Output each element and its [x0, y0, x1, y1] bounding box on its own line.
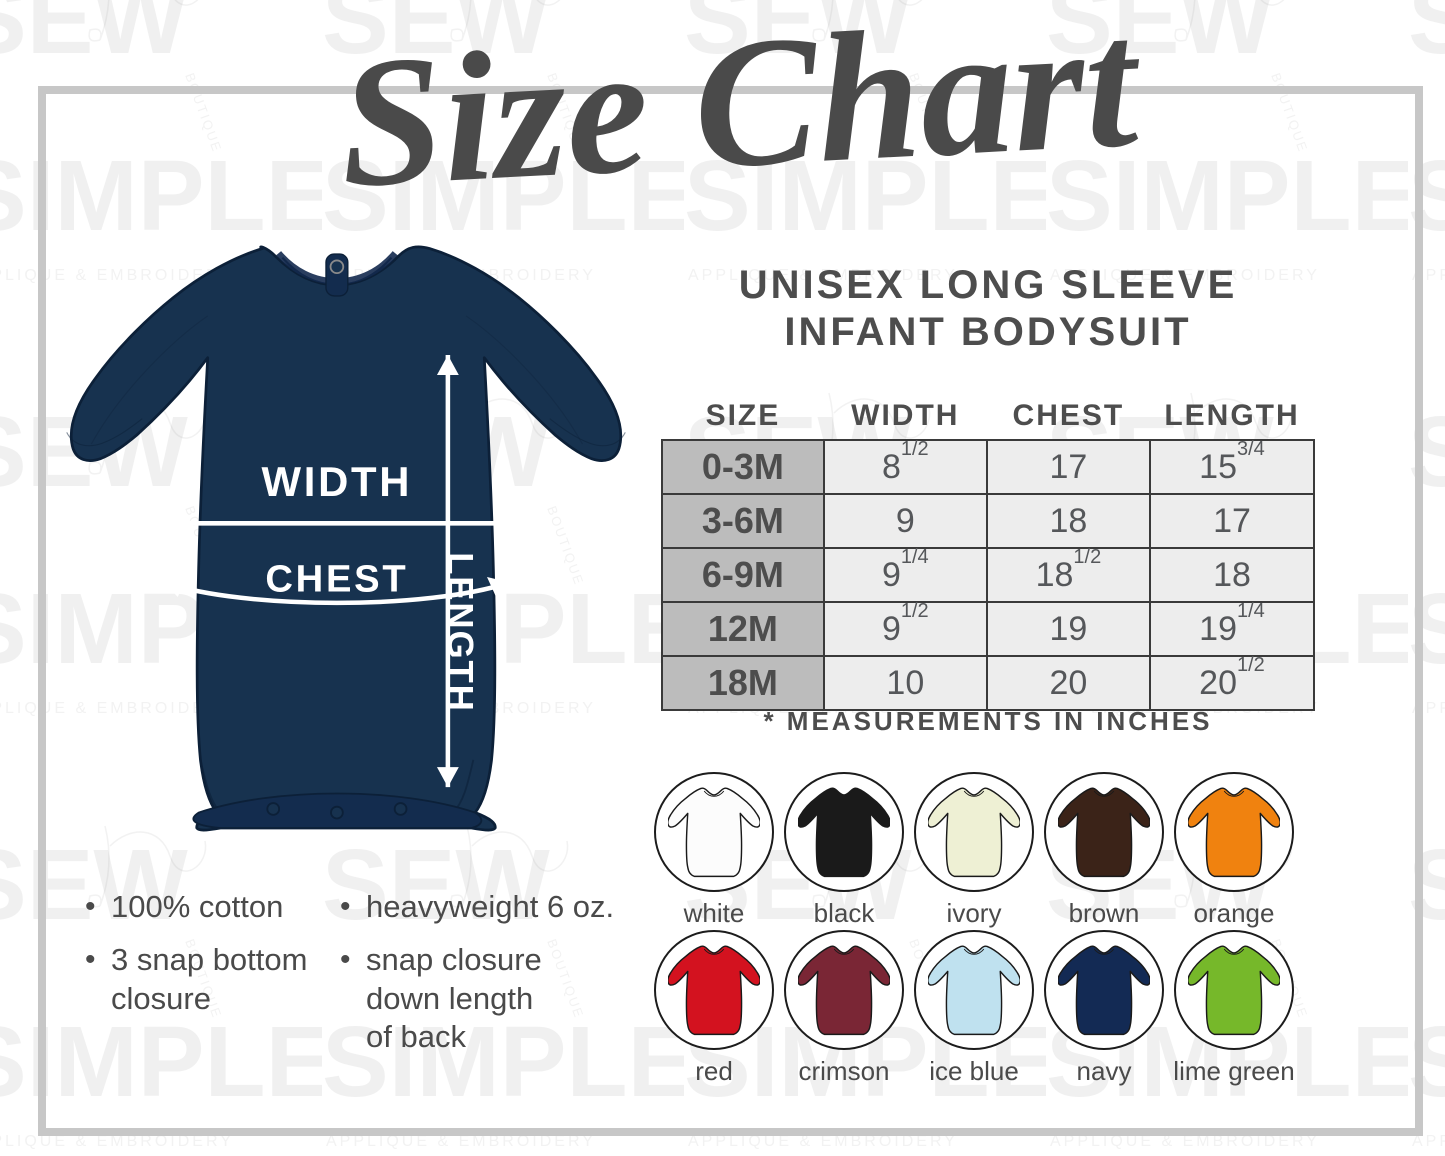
svg-text:LENGTH: LENGTH: [440, 552, 481, 712]
svg-text:Size Chart: Size Chart: [335, 0, 1146, 227]
svg-text:CHEST: CHEST: [265, 558, 408, 601]
svg-text:WIDTH: WIDTH: [262, 458, 413, 505]
